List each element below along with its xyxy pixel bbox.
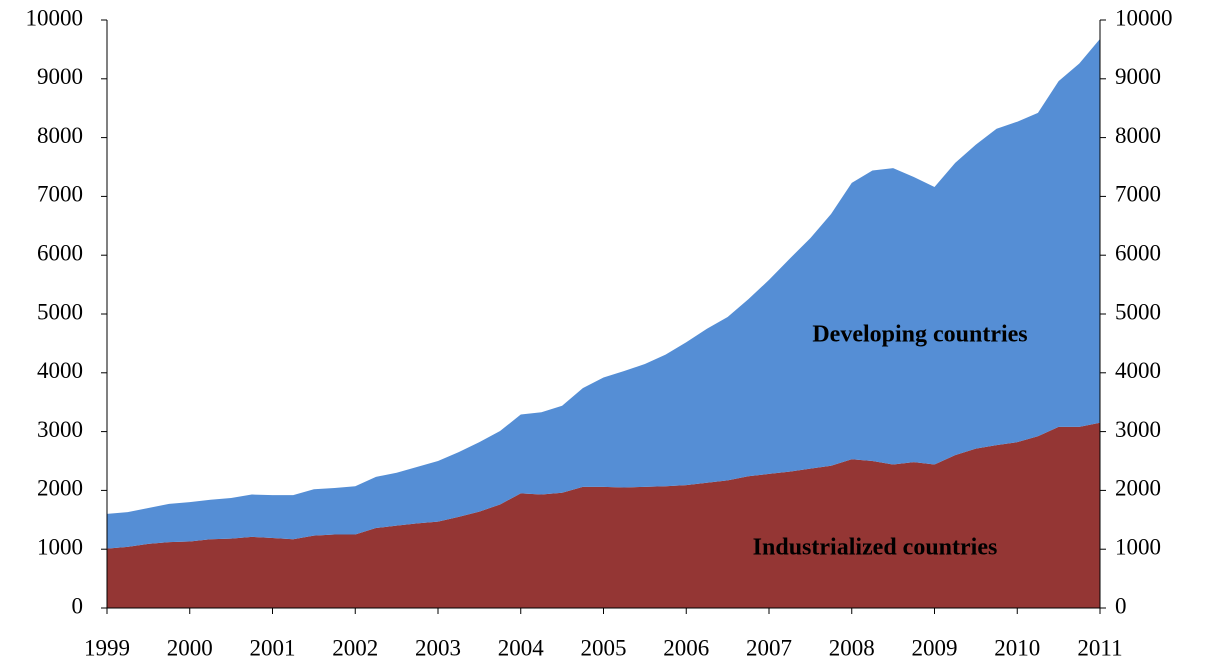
x-tick-label: 2007 bbox=[746, 635, 792, 660]
y2-tick-label: 7000 bbox=[1115, 182, 1161, 207]
y2-tick-label: 5000 bbox=[1115, 299, 1161, 324]
y2-tick-label: 10000 bbox=[1115, 5, 1173, 30]
y2-tick-label: 8000 bbox=[1115, 123, 1161, 148]
x-tick-label: 2006 bbox=[663, 635, 709, 660]
y-tick-label: 7000 bbox=[37, 182, 83, 207]
y-tick-label: 2000 bbox=[37, 476, 83, 501]
x-tick-label: 2008 bbox=[829, 635, 875, 660]
area bbox=[107, 422, 1100, 608]
x-tick-label: 2002 bbox=[332, 635, 378, 660]
y-tick-label: 6000 bbox=[37, 240, 83, 265]
y-tick-label: 8000 bbox=[37, 123, 83, 148]
x-tick-label: 2003 bbox=[415, 635, 461, 660]
area-label: Developing countries bbox=[812, 322, 1027, 348]
x-tick-label: 2010 bbox=[994, 635, 1040, 660]
x-tick-label: 2005 bbox=[581, 635, 627, 660]
y2-tick-label: 0 bbox=[1115, 593, 1127, 618]
y2-tick-label: 2000 bbox=[1115, 476, 1161, 501]
y-tick-label: 3000 bbox=[37, 417, 83, 442]
x-tick-label: 2009 bbox=[912, 635, 958, 660]
x-tick-label: 2004 bbox=[498, 635, 545, 660]
y-tick-label: 10000 bbox=[26, 5, 84, 30]
y-tick-label: 5000 bbox=[37, 299, 83, 324]
x-tick-label: 2001 bbox=[250, 635, 296, 660]
area-label: Industrialized countries bbox=[753, 535, 998, 561]
y-tick-label: 1000 bbox=[37, 534, 83, 559]
y-tick-label: 4000 bbox=[37, 358, 83, 383]
y-tick-label: 0 bbox=[72, 593, 84, 618]
x-tick-label: 1999 bbox=[84, 635, 130, 660]
y2-tick-label: 4000 bbox=[1115, 358, 1161, 383]
y2-tick-label: 9000 bbox=[1115, 64, 1161, 89]
y2-tick-label: 1000 bbox=[1115, 534, 1161, 559]
area bbox=[107, 38, 1100, 549]
x-tick-label: 2000 bbox=[167, 635, 213, 660]
y2-tick-label: 3000 bbox=[1115, 417, 1161, 442]
y2-tick-label: 6000 bbox=[1115, 240, 1161, 265]
y-tick-label: 9000 bbox=[37, 64, 83, 89]
x-tick-label: 2011 bbox=[1077, 635, 1122, 660]
